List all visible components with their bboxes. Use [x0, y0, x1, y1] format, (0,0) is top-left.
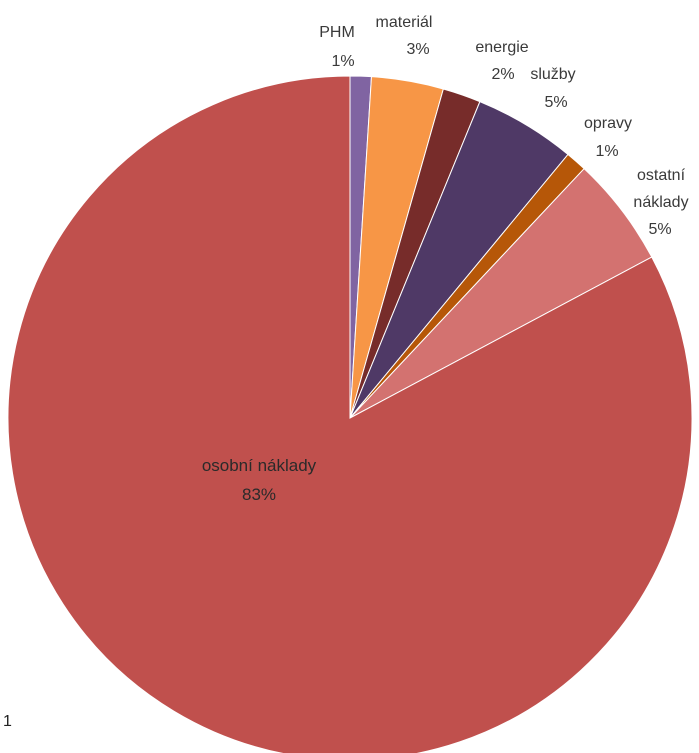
label-ostatni-name-line2: náklady — [633, 194, 688, 211]
label-ostatni-name-line1: ostatní — [637, 167, 686, 184]
label-sluzby-percent: 5% — [544, 94, 567, 111]
page-number: 1 — [3, 713, 12, 730]
label-opravy-name: opravy — [584, 115, 632, 132]
label-osobni-percent: 83% — [242, 485, 276, 504]
pie-slice-6 — [7, 75, 693, 753]
label-osobni-name: osobní náklady — [202, 456, 317, 475]
label-ostatni-percent: 5% — [648, 221, 671, 238]
label-material-name: materiál — [376, 14, 433, 31]
label-sluzby-name: služby — [530, 66, 575, 83]
label-phm-percent: 1% — [331, 53, 354, 70]
label-ostatni-name: ostatní náklady — [633, 167, 688, 211]
pie-slices — [7, 75, 693, 753]
slice-labels: PHM 1% materiál 3% energie 2% služby 5% … — [202, 14, 689, 504]
label-material-percent: 3% — [406, 41, 429, 58]
label-energie-percent: 2% — [491, 66, 514, 83]
label-opravy-percent: 1% — [595, 143, 618, 160]
label-phm-name: PHM — [319, 24, 355, 41]
label-energie-name: energie — [475, 39, 528, 56]
